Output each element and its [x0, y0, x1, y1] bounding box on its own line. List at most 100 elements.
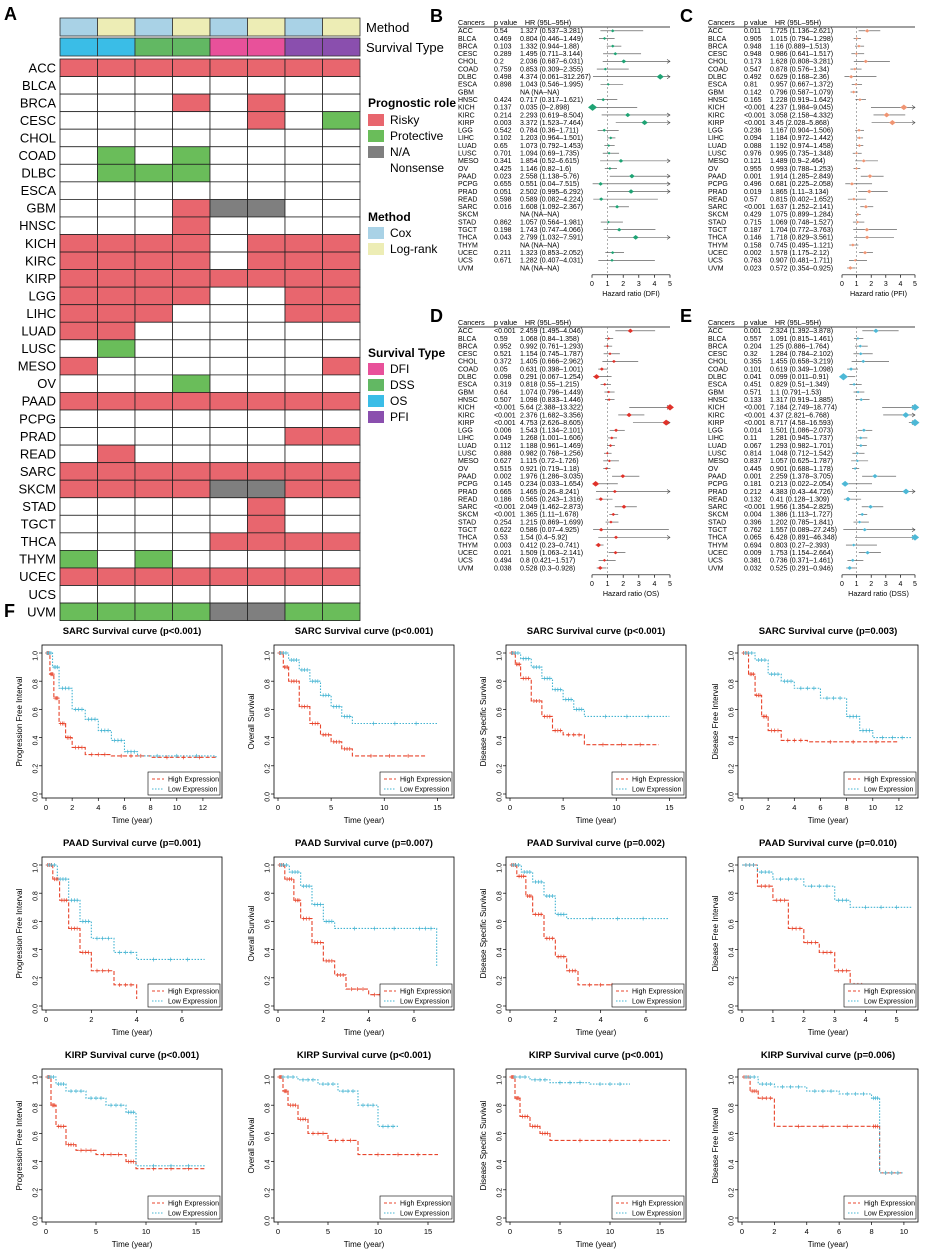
- forest-cancer-label: SKCM: [458, 512, 478, 519]
- heatmap-cell: [322, 602, 361, 621]
- forest-pvalue: 0.862: [494, 219, 512, 226]
- km-censor-mark: [840, 898, 845, 903]
- heatmap-cell: [209, 532, 248, 551]
- km-censor-mark: [527, 870, 532, 875]
- forest-ci-arrow: [666, 112, 671, 118]
- km-censor-mark: [762, 658, 767, 663]
- km-y-tick-label: 0.2: [33, 1188, 40, 1198]
- forest-cancer-label: PCPG: [708, 481, 728, 488]
- km-censor-mark: [119, 753, 124, 758]
- heatmap-cell: [97, 392, 136, 411]
- km-legend: [147, 1195, 221, 1220]
- forest-pvalue: 0.425: [494, 166, 512, 173]
- heatmap-cell: [97, 216, 136, 235]
- km-censor-mark: [414, 721, 419, 726]
- forest-cancer-label: KICH: [708, 105, 725, 112]
- legend-swatch: [368, 243, 384, 255]
- km-censor-mark: [775, 728, 780, 733]
- forest-cancer-label: PCPG: [458, 181, 478, 188]
- legend-label: PFI: [390, 410, 409, 424]
- km-censor-mark: [516, 863, 521, 867]
- forest-pvalue: 0.2: [494, 59, 504, 66]
- forest-cancer-label: BRCA: [708, 43, 728, 50]
- forest-hr-diamond: [857, 128, 861, 132]
- heatmap-cell: [209, 146, 248, 165]
- km-censor-mark: [79, 1148, 83, 1153]
- forest-hr-text: 0.035 (0–2.898): [520, 105, 569, 112]
- heatmap-row-label: DLBC: [21, 166, 56, 181]
- forest-pvalue: 0.952: [494, 343, 512, 350]
- forest-cancer-label: STAD: [708, 519, 726, 526]
- forest-pvalue: 0.445: [744, 466, 762, 473]
- km-y-label: Disease Free Interval: [711, 895, 720, 971]
- forest-hr-diamond: [855, 37, 859, 40]
- heatmap-cell: [172, 479, 211, 499]
- forest-hr-text: 1.184 (0.972–1.442): [770, 135, 833, 142]
- forest-cancer-label: STAD: [458, 519, 476, 526]
- heatmap-cell: [284, 444, 323, 464]
- km-censor-mark: [768, 1096, 773, 1101]
- forest-pvalue: 0.254: [494, 519, 512, 526]
- forest-hr-diamond: [851, 90, 856, 94]
- km-censor-mark: [371, 1103, 375, 1108]
- forest-hr-text: 2.259 (1.378–3.705): [770, 473, 833, 480]
- km-censor-mark: [550, 936, 555, 941]
- forest-tick-label: 1: [855, 281, 859, 288]
- forest-hr-text: 1.1 (0.791–1.53): [770, 389, 821, 396]
- forest-pvalue: 0.65: [494, 143, 508, 150]
- forest-pvalue: 0.671: [494, 258, 512, 265]
- heatmap-row-label: LUAD: [21, 324, 56, 339]
- km-censor-mark: [566, 732, 571, 737]
- km-x-tick-label: 6: [412, 1015, 416, 1024]
- km-censor-mark: [543, 1077, 547, 1082]
- heatmap-row-label: ACC: [29, 60, 56, 75]
- forest-pvalue: 0.507: [494, 397, 512, 404]
- heatmap-cell: [97, 181, 136, 200]
- km-censor-mark: [794, 877, 799, 882]
- km-censor-mark: [748, 1075, 753, 1079]
- km-legend-high-label: High Expression: [632, 777, 683, 784]
- forest-ci-arrow: [666, 158, 671, 164]
- heatmap-cell: [322, 181, 361, 200]
- forest-cancer-label: DLBC: [458, 74, 477, 81]
- heatmap-cell: [59, 427, 98, 446]
- forest-hr-text: 1.043 (0.546–1.995): [520, 82, 583, 89]
- km-plot: KIRP Survival curve (p<0.001) 0 5 10 15 0.0 0.…: [247, 1050, 455, 1249]
- forest-hr-text: 1.637 (1.252–2.141): [770, 204, 833, 211]
- km-legend: [147, 771, 221, 796]
- km-y-tick-label: 0.6: [265, 1131, 272, 1141]
- km-censor-mark: [55, 665, 60, 670]
- heatmap-cell: [134, 111, 173, 130]
- km-high-expression-line: [510, 1076, 670, 1141]
- forest-pvalue: 0.132: [744, 496, 762, 503]
- survival-type-row-label: Survival Type: [366, 40, 444, 55]
- km-legend-low-label: Low Expression: [632, 1211, 682, 1218]
- km-censor-mark: [74, 1089, 78, 1094]
- heatmap-cell: [247, 444, 286, 464]
- heatmap-cell: [172, 304, 211, 323]
- km-frame: [505, 1068, 687, 1223]
- km-censor-mark: [96, 752, 101, 757]
- km-censor-mark: [68, 735, 73, 740]
- km-censor-mark: [305, 667, 310, 672]
- heatmap-cell: [172, 216, 211, 235]
- forest-hr-text: 0.853 (0.309–2.355): [520, 66, 583, 73]
- heatmap-cell: [59, 251, 98, 271]
- km-legend-low-label: Low Expression: [168, 1211, 218, 1218]
- forest-hr-text: 1.25 (0.886–1.764): [770, 343, 829, 350]
- forest-hr-diamond: [621, 504, 627, 509]
- km-censor-mark: [788, 1084, 793, 1089]
- heatmap-cell: [322, 216, 361, 235]
- km-plot: SARC Survival curve (p<0.001) 0 2 4 6 8 10 12 0.…: [15, 626, 223, 825]
- heatmap-cell: [97, 602, 136, 621]
- heatmap-cell: [209, 198, 248, 218]
- km-censor-mark: [516, 1096, 521, 1101]
- forest-hr-text: 4.383 (0.43–44.726): [770, 489, 833, 496]
- km-censor-mark: [61, 721, 66, 726]
- forest-cancer-label: SKCM: [458, 212, 478, 219]
- km-x-tick-label: 0: [276, 1227, 280, 1236]
- forest-pvalue: 0.021: [494, 550, 512, 557]
- km-x-tick-label: 15: [424, 1227, 432, 1236]
- forest-hr-text: 0.551 (0.04–7.515): [520, 181, 579, 188]
- forest-pvalue: 0.715: [744, 219, 762, 226]
